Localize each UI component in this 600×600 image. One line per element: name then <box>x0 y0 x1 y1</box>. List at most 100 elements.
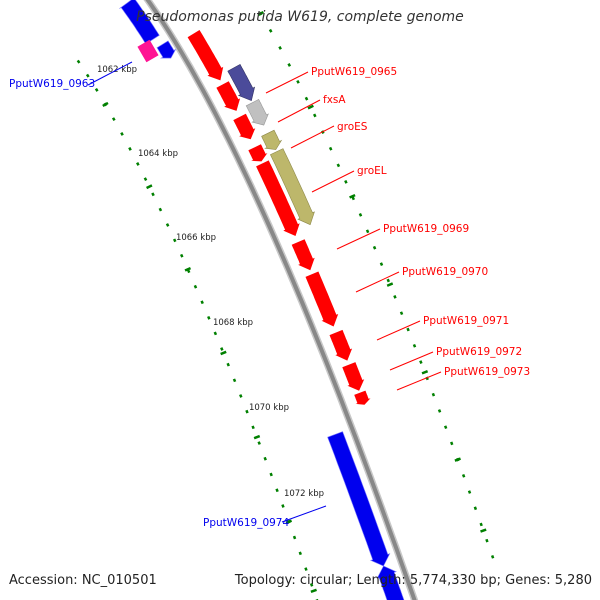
genome-backbone-shadow <box>143 0 419 600</box>
gene-label-pputw619-0973[interactable]: PputW619_0973 <box>444 366 530 378</box>
scale-tick-ring-outer <box>258 11 495 559</box>
gene-leader-line <box>336 228 381 250</box>
gene-arrow-reverse-lower <box>376 565 405 600</box>
scale-tick-mark <box>309 583 314 587</box>
feature-block-khaki-small <box>261 129 283 150</box>
scale-tick-mark <box>200 300 204 305</box>
gene-label-pputw619-0965[interactable]: PputW619_0965 <box>311 66 397 78</box>
scale-tick-mark <box>287 63 292 67</box>
scale-major-tick <box>310 588 317 593</box>
scale-tick-mark <box>379 262 384 266</box>
map-title: Pseudomonas putida W619, complete genome <box>136 9 464 25</box>
scale-major-tick <box>220 350 227 356</box>
scale-tick-mark <box>336 163 341 168</box>
gene-leader-line <box>396 371 442 391</box>
scale-tick-mark <box>393 294 397 299</box>
gene-label-pputw619-0972[interactable]: PputW619_0972 <box>436 346 522 358</box>
feature-block-magenta <box>137 39 159 63</box>
scale-tick-mark <box>151 192 155 197</box>
gene-arrow-pputw619-0970 <box>291 239 315 271</box>
gene-arrow-pputw619-0963 <box>119 0 160 45</box>
genome-summary-text: Topology: circular; Length: 5,774,330 bp… <box>234 573 592 588</box>
scale-major-tick <box>480 528 487 533</box>
scale-tick-mark <box>275 488 279 493</box>
scale-tick-mark <box>431 392 436 397</box>
scale-tick-mark <box>158 207 163 212</box>
scale-tick-mark <box>111 117 116 122</box>
gene-leader-line <box>311 170 355 193</box>
scale-label: 1068 kbp <box>213 318 253 328</box>
scale-label: 1070 kbp <box>249 403 289 413</box>
scale-tick-mark <box>220 347 224 351</box>
scale-tick-mark <box>239 394 243 398</box>
scale-tick-mark <box>399 311 404 316</box>
scale-tick-mark <box>263 456 267 461</box>
gene-arrow-pputw619-0974 <box>327 431 391 567</box>
scale-major-tick <box>285 519 293 524</box>
scale-tick-mark <box>165 223 170 227</box>
scale-tick-mark <box>172 238 177 243</box>
gene-arrow-pputw619-0972b <box>342 362 365 391</box>
scale-major-tick <box>257 10 264 17</box>
scale-tick-mark <box>490 554 495 559</box>
scale-major-tick <box>454 457 461 462</box>
scale-tick-mark <box>485 538 489 543</box>
scale-tick-mark <box>76 59 81 64</box>
scale-tick-mark <box>269 472 273 477</box>
scale-major-tick <box>349 193 356 199</box>
scale-tick-mark <box>386 278 390 283</box>
scale-label: 1072 kbp <box>284 489 324 499</box>
scale-tick-mark <box>193 284 198 289</box>
scale-tick-mark <box>298 551 302 556</box>
gene-leader-line <box>265 71 309 94</box>
gene-label-fxsa[interactable]: fxsA <box>323 94 346 106</box>
scale-label: 1066 kbp <box>176 233 216 243</box>
scale-tick-mark <box>207 315 211 320</box>
gene-leader-line <box>376 320 421 341</box>
scale-tick-mark <box>226 362 230 367</box>
scale-tick-mark <box>292 535 297 540</box>
gene-arrow-reverse-small <box>156 40 177 59</box>
gene-leader-line <box>277 99 321 123</box>
gene-leader-line <box>290 125 335 149</box>
scale-tick-mark <box>120 132 124 136</box>
gene-label-pputw619-0970[interactable]: PputW619_0970 <box>402 266 488 278</box>
scale-tick-mark <box>328 146 333 151</box>
scale-tick-mark <box>268 28 273 33</box>
gene-arrow-pputw619-0973 <box>354 390 371 405</box>
gene-arrow-groes <box>233 113 256 140</box>
scale-tick-mark <box>213 331 218 336</box>
gene-label-pputw619-0963[interactable]: PputW619_0963 <box>9 78 95 90</box>
gene-leader-line <box>281 505 327 523</box>
gene-label-groes[interactable]: groES <box>337 121 368 133</box>
scale-tick-mark <box>473 506 478 511</box>
scale-tick-mark <box>372 245 377 250</box>
scale-tick-mark <box>281 504 285 508</box>
scale-tick-mark <box>85 73 90 78</box>
genome-backbone <box>145 0 417 600</box>
scale-tick-mark <box>437 409 442 413</box>
scale-major-tick <box>307 104 314 110</box>
scale-tick-mark <box>467 490 472 494</box>
gene-label-groel[interactable]: groEL <box>357 165 387 177</box>
scale-tick-mark <box>313 113 317 118</box>
gene-arrow-fxsa <box>216 81 241 111</box>
gene-leader-line <box>355 271 400 293</box>
scale-major-tick <box>146 184 153 190</box>
scale-tick-mark <box>296 79 300 84</box>
feature-block-khaki-large <box>269 148 315 226</box>
scale-tick-mark <box>232 378 237 383</box>
gene-label-pputw619-0969[interactable]: PputW619_0969 <box>383 223 469 235</box>
scale-tick-mark <box>278 46 282 50</box>
feature-block-grey <box>245 98 269 126</box>
gene-arrow-pputw619-0971 <box>305 271 339 327</box>
scale-tick-mark <box>419 360 423 364</box>
gene-label-pputw619-0974[interactable]: PputW619_0974 <box>203 517 289 529</box>
scale-label: 1064 kbp <box>138 149 178 159</box>
scale-tick-mark <box>251 425 255 430</box>
gene-label-pputw619-0971[interactable]: PputW619_0971 <box>423 315 509 327</box>
gene-leader-line <box>87 61 133 86</box>
scale-major-tick <box>421 370 429 375</box>
